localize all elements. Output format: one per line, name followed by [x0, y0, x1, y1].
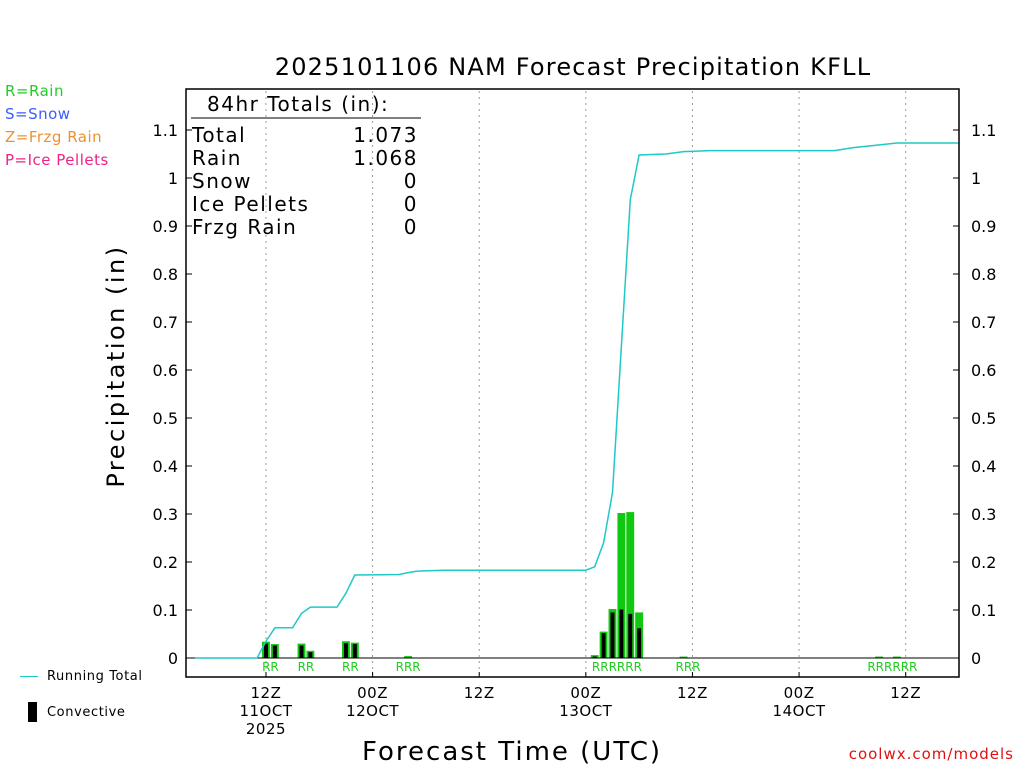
totals-row-value: 0: [404, 192, 418, 216]
convective-bar: [601, 633, 606, 658]
y-tick-label: 0: [168, 649, 178, 668]
totals-row-label: Frzg Rain: [192, 215, 297, 239]
ptype-marker: RRR: [396, 660, 421, 674]
y-tick-label: 0.1: [153, 601, 178, 620]
credit-text: coolwx.com/models: [848, 745, 1014, 763]
plot-frame: [185, 88, 960, 678]
ptype-marker: RRR: [675, 660, 700, 674]
y-axis-title: Precipitation (in): [102, 244, 130, 487]
convective-bar: [352, 644, 357, 658]
ptype-markers: RR RR RR RRR RRRRRR RRR RRRRRR: [262, 660, 917, 674]
running-total-swatch: [20, 676, 38, 677]
precip-bars: [262, 512, 901, 658]
totals-row-label: Ice Pellets: [192, 192, 309, 216]
y-tick-label: 0.4: [971, 457, 996, 476]
convective-bar: [619, 609, 624, 658]
totals-row-label: Total: [191, 123, 246, 147]
legend-convective: Convective: [20, 702, 126, 722]
running-total-line: [194, 142, 959, 659]
y-tick-label: 0.4: [153, 457, 178, 476]
ptype-marker: RR: [298, 660, 315, 674]
totals-row-value: 0: [404, 169, 418, 193]
y-tick-label: 0: [971, 649, 981, 668]
grid-lines: [265, 91, 907, 677]
convective-bar: [637, 628, 642, 658]
convective-bar: [263, 643, 268, 658]
convective-bars: [263, 609, 642, 658]
x-tick-label: 2025: [246, 720, 286, 738]
convective-bar: [610, 612, 615, 658]
y-tick-label: 0.5: [971, 409, 996, 428]
precip-bar: [892, 656, 901, 658]
x-tick-label: 13OCT: [559, 702, 612, 720]
y-tick-label: 1: [168, 169, 178, 188]
totals-row-label: Snow: [192, 169, 252, 193]
y-tick-label: 0.3: [153, 505, 178, 524]
convective-bar: [272, 645, 277, 658]
y-tick-label: 0.7: [971, 313, 996, 332]
y-tick-label: 0.2: [153, 553, 178, 572]
y-tick-label: 1.1: [971, 121, 996, 140]
x-tick-label: 12OCT: [346, 702, 399, 720]
y-axis-left: 0 0.1 0.2 0.3 0.4 0.5 0.6 0.7 0.8 0.9 1 1.1: [153, 121, 192, 668]
y-axis-right: 0 0.1 0.2 0.3 0.4 0.5 0.6 0.7 0.8 0.9 1 1.1: [953, 121, 996, 668]
precip-bar: [404, 656, 413, 658]
totals-row-label: Rain: [192, 146, 242, 170]
convective-bar: [343, 643, 348, 658]
totals-heading: 84hr Totals (in):: [207, 92, 389, 116]
y-tick-label: 0.9: [153, 217, 178, 236]
totals-row-value: 1.068: [353, 146, 418, 170]
x-tick-label: 14OCT: [773, 702, 826, 720]
y-tick-label: 0.8: [153, 265, 178, 284]
y-tick-label: 0.8: [971, 265, 996, 284]
x-tick-label: 12Z: [677, 684, 708, 702]
x-tick-label: 11OCT: [239, 702, 292, 720]
precip-bar: [679, 656, 688, 658]
precip-bar: [875, 656, 883, 658]
ptype-marker: RR: [262, 660, 279, 674]
x-axis-title: Forecast Time (UTC): [362, 737, 662, 767]
x-tick-label: 00Z: [570, 684, 601, 702]
y-tick-label: 0.1: [971, 601, 996, 620]
totals-box: 84hr Totals (in): Total 1.073 Rain 1.068 Sno…: [191, 92, 421, 239]
legend-running-total: Running Total: [20, 669, 143, 684]
ptype-legend-item: P=Ice Pellets: [5, 151, 109, 169]
precip-bar: [617, 513, 626, 658]
y-tick-label: 0.9: [971, 217, 996, 236]
x-tick-label: 00Z: [784, 684, 815, 702]
convective-bar: [592, 656, 597, 658]
ptype-marker: RRRRRR: [592, 660, 642, 674]
convective-bar: [299, 645, 304, 658]
x-tick-label: 12Z: [251, 684, 282, 702]
ptype-legend-item: R=Rain: [5, 82, 64, 100]
x-tick-label: 00Z: [357, 684, 388, 702]
y-tick-label: 1: [971, 169, 981, 188]
y-tick-label: 0.7: [153, 313, 178, 332]
y-tick-label: 1.1: [153, 121, 178, 140]
totals-row-value: 1.073: [353, 123, 418, 147]
ptype-legend-item: Z=Frzg Rain: [5, 128, 103, 146]
convective-swatch: [28, 702, 37, 722]
precip-bar: [626, 512, 635, 658]
chart-title: 2025101106 NAM Forecast Precipitation KF…: [275, 53, 872, 81]
y-tick-label: 0.3: [971, 505, 996, 524]
y-tick-label: 0.2: [971, 553, 996, 572]
y-tick-label: 0.6: [153, 361, 178, 380]
convective-label: Convective: [47, 704, 126, 720]
y-tick-label: 0.6: [971, 361, 996, 380]
ptype-marker: RRRRRR: [867, 660, 917, 674]
convective-bar: [308, 652, 313, 658]
ptype-marker: RR: [342, 660, 359, 674]
running-total-label: Running Total: [47, 669, 143, 684]
x-tick-label: 12Z: [890, 684, 921, 702]
ptype-legend-item: S=Snow: [5, 105, 71, 123]
y-tick-label: 0.5: [153, 409, 178, 428]
x-tick-label: 12Z: [464, 684, 495, 702]
totals-row-value: 0: [404, 215, 418, 239]
convective-bar: [628, 613, 633, 658]
